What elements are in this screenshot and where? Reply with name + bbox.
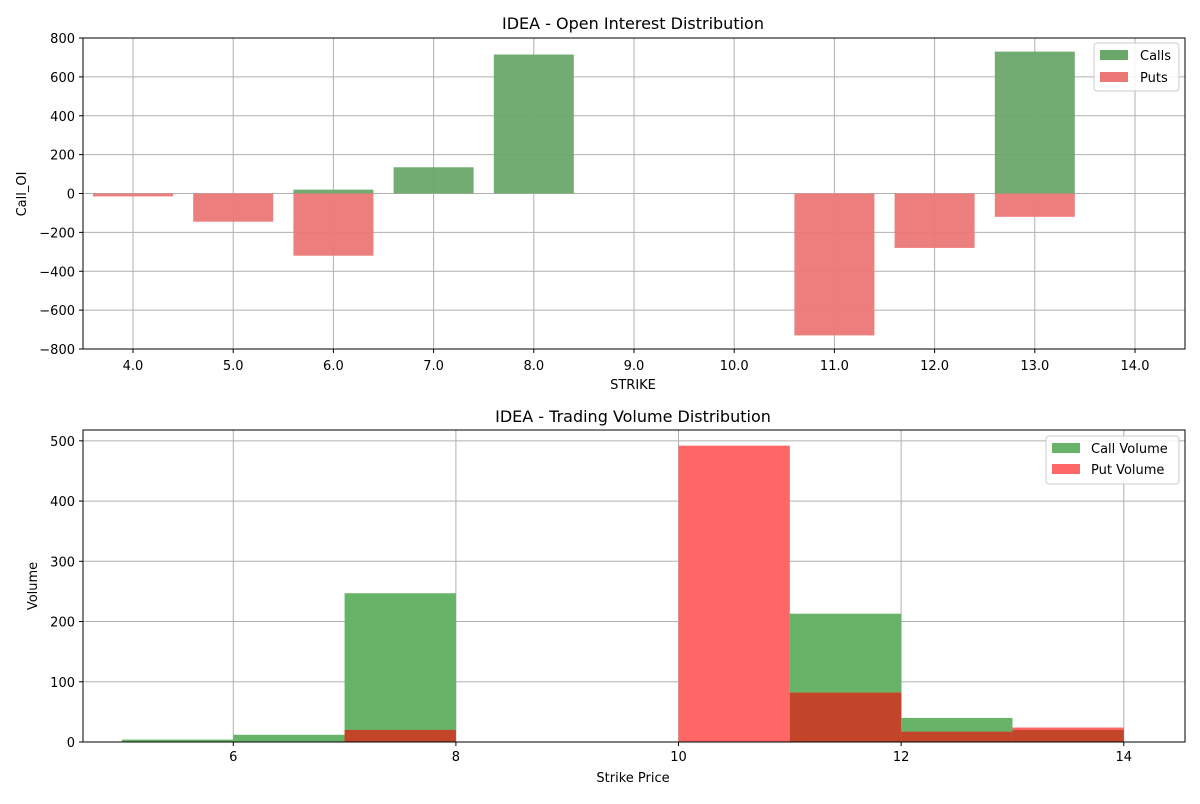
chart2-bars [121, 445, 1124, 742]
chart1-x-tick-label: 14.0 [1121, 359, 1150, 374]
chart1-bar-calls [393, 167, 474, 194]
chart1-x-tick-label: 5.0 [223, 359, 244, 374]
chart2-x-tick-label: 14 [1116, 750, 1133, 765]
chart1-x-tick-label: 12.0 [920, 359, 949, 374]
chart1-y-tick-label: 200 [50, 149, 75, 164]
chart1-bar-puts [293, 193, 374, 256]
chart2-bar-overlap [901, 731, 1013, 742]
chart2-y-tick-label: 200 [50, 616, 75, 631]
chart2-bar-call-volume [121, 739, 234, 742]
chart1-y-tick-label: −200 [39, 226, 75, 241]
chart1-y-tick-label: −800 [39, 343, 75, 358]
chart2-y-axis-label: Volume [26, 562, 41, 610]
chart1-legend-label-puts: Puts [1140, 71, 1168, 86]
chart1-legend-label-calls: Calls [1140, 49, 1171, 64]
chart2-x-ticks: 6 8 10 12 14 [229, 742, 1132, 765]
chart2-x-tick-label: 12 [893, 750, 910, 765]
chart2-bar-put-volume [678, 445, 790, 742]
chart2-legend: Call Volume Put Volume [1045, 435, 1180, 485]
chart1-legend-swatch-puts [1100, 72, 1128, 82]
chart2-frame [82, 429, 1186, 743]
chart1-bar-puts [894, 193, 975, 248]
chart2-bar-overlap [344, 729, 456, 742]
open-interest-chart: IDEA - Open Interest Distribution 4.0 5.0… [15, 14, 1186, 393]
chart1-y-tick-label: 0 [67, 188, 75, 203]
chart2-y-tick-label: 300 [50, 555, 75, 570]
chart2-bar-overlap [789, 692, 902, 742]
chart1-bar-puts [994, 193, 1075, 217]
chart2-bar-overlap [1012, 729, 1124, 742]
chart2-x-tick-label: 8 [452, 750, 460, 765]
chart1-x-axis-label: STRIKE [610, 378, 656, 393]
chart1-legend-swatch-calls [1100, 50, 1128, 60]
chart2-x-tick-label: 6 [229, 750, 237, 765]
chart1-y-tick-label: 400 [50, 110, 75, 125]
chart1-bar-puts [93, 193, 173, 197]
chart1-y-tick-label: 800 [50, 32, 75, 47]
chart1-x-tick-label: 8.0 [523, 359, 544, 374]
chart1-bar-calls [293, 189, 374, 194]
chart1-x-tick-label: 7.0 [423, 359, 444, 374]
chart1-title: IDEA - Open Interest Distribution [502, 14, 764, 33]
chart1-bars [93, 51, 1075, 336]
chart2-x-axis-label: Strike Price [596, 771, 669, 786]
chart1-x-tick-label: 10.0 [720, 359, 749, 374]
chart1-legend: Calls Puts [1093, 42, 1180, 92]
chart2-x-tick-label: 10 [670, 750, 687, 765]
chart2-legend-label-put-volume: Put Volume [1091, 463, 1164, 478]
chart2-y-tick-label: 500 [50, 435, 75, 450]
chart1-bar-puts [193, 193, 274, 222]
chart2-bar-call-volume [233, 734, 345, 742]
chart2-legend-swatch-call-volume [1052, 443, 1080, 453]
chart2-y-tick-label: 400 [50, 495, 75, 510]
chart1-y-axis-label: Call_OI [15, 172, 30, 217]
chart1-x-tick-label: 9.0 [624, 359, 645, 374]
chart2-grid [83, 430, 1185, 743]
chart1-y-ticks: 800 600 400 200 0 −200 −400 −600 −800 [39, 32, 83, 358]
chart2-bar-call-volume [344, 593, 456, 742]
chart2-y-tick-label: 100 [50, 676, 75, 691]
chart1-x-tick-label: 6.0 [323, 359, 344, 374]
chart2-title: IDEA - Trading Volume Distribution [495, 407, 771, 426]
chart2-legend-label-call-volume: Call Volume [1091, 442, 1168, 457]
trading-volume-chart: IDEA - Trading Volume Distribution 6 8 10 1… [26, 407, 1186, 786]
chart1-y-tick-label: 600 [50, 71, 75, 86]
chart1-x-tick-label: 4.0 [123, 359, 144, 374]
chart1-bar-puts [794, 193, 875, 336]
chart1-y-tick-label: −400 [39, 265, 75, 280]
chart2-y-ticks: 0 100 200 300 400 500 [50, 435, 83, 751]
chart1-bar-calls [493, 54, 574, 194]
chart1-x-ticks: 4.0 5.0 6.0 7.0 8.0 9.0 10.0 11.0 12.0 13.0 14.0 [123, 349, 1150, 374]
chart2-y-tick-label: 0 [67, 736, 75, 751]
chart1-x-tick-label: 13.0 [1020, 359, 1049, 374]
chart1-y-tick-label: −600 [39, 304, 75, 319]
chart1-x-tick-label: 11.0 [820, 359, 849, 374]
chart1-bar-calls [994, 51, 1075, 194]
chart2-legend-swatch-put-volume [1052, 464, 1080, 474]
